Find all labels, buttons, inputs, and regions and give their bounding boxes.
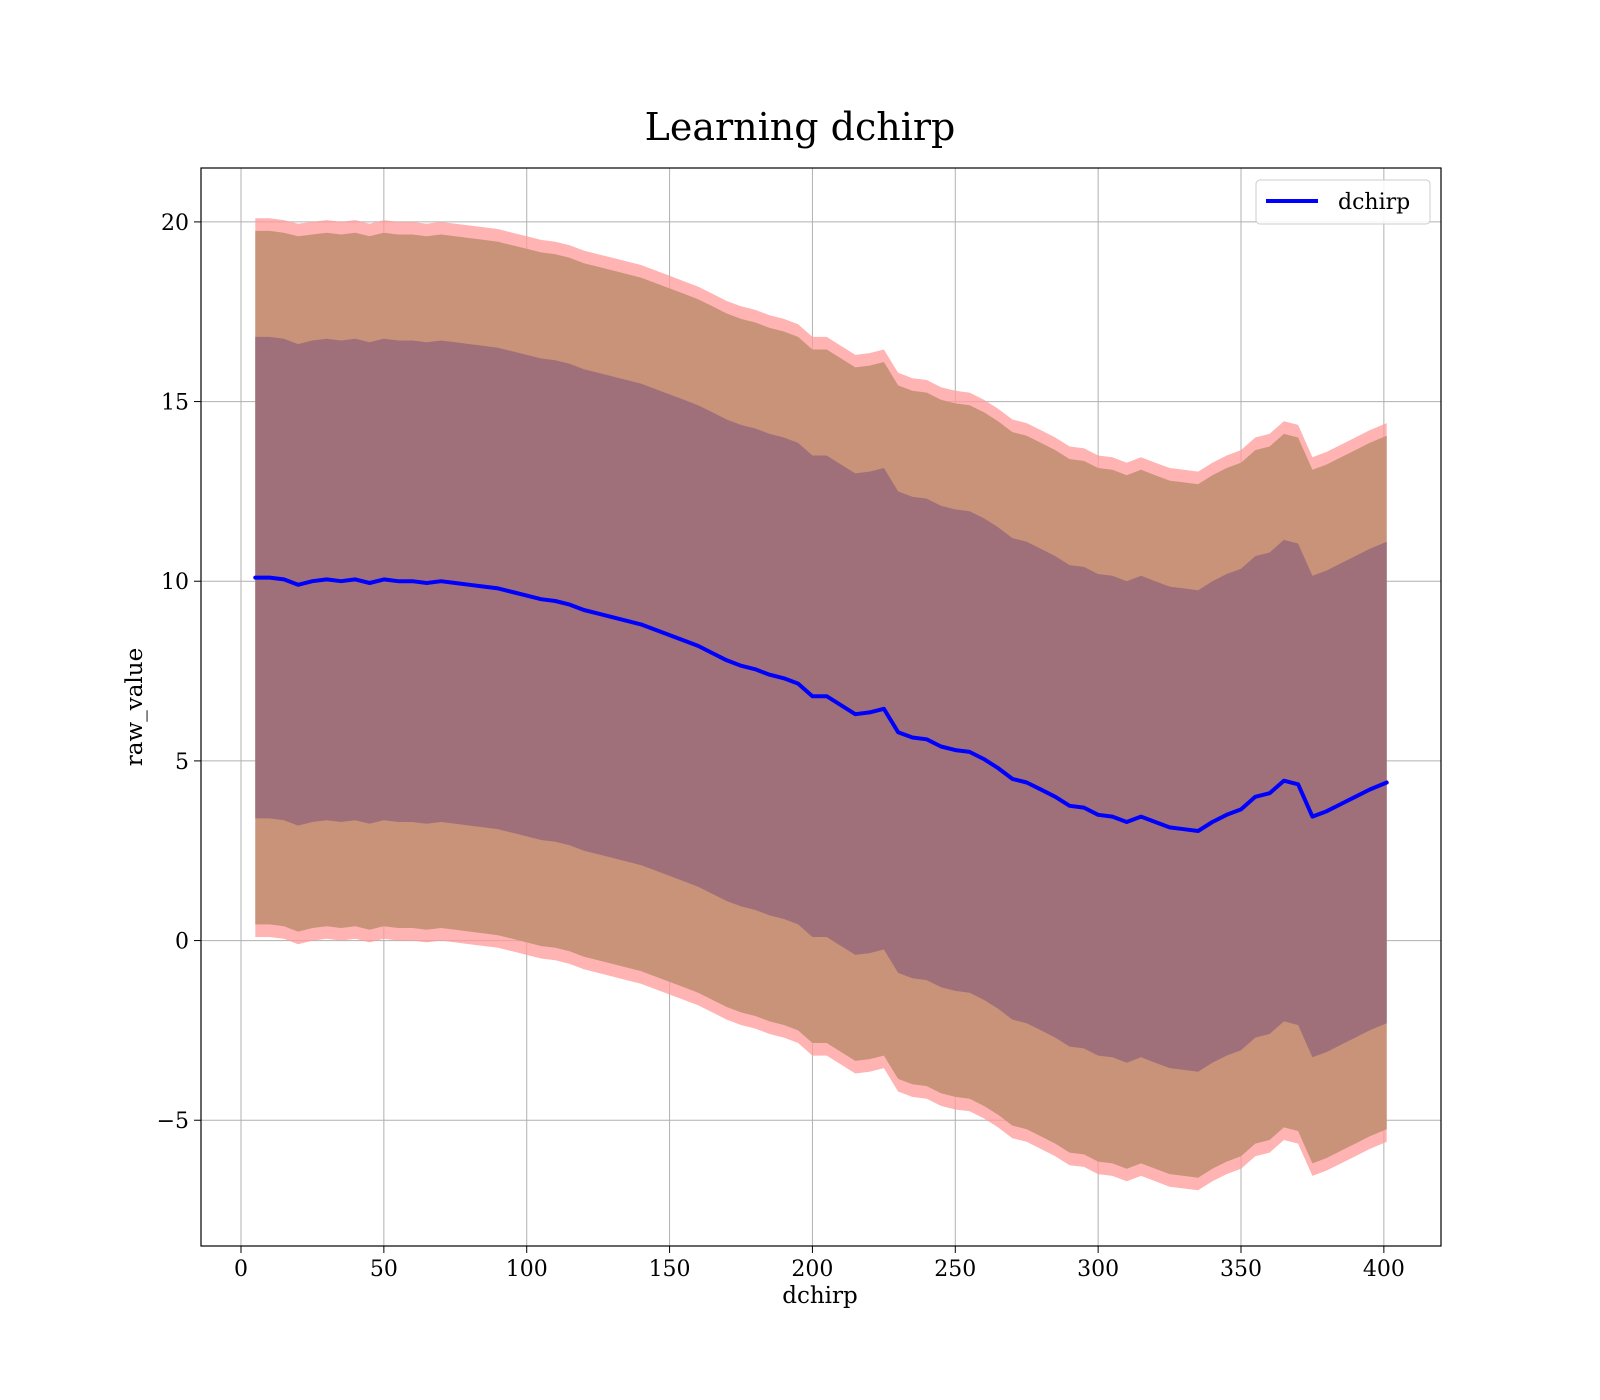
x-tick-label: 50 [370, 1257, 398, 1282]
chart-title: Learning dchirp [645, 105, 956, 149]
legend-entry-dchirp: dchirp [1338, 190, 1410, 215]
x-tick-label: 150 [649, 1257, 691, 1282]
y-axis-label: raw_value [122, 648, 148, 766]
y-axis-ticks: −5 0 5 10 15 20 [157, 211, 201, 1134]
legend-box [1255, 179, 1431, 225]
x-tick-label: 300 [1077, 1257, 1119, 1282]
x-tick-label: 400 [1363, 1257, 1405, 1282]
x-tick-label: 200 [791, 1257, 833, 1282]
y-tick-label: 5 [175, 750, 189, 775]
x-axis-label: dchirp [782, 1283, 858, 1309]
y-tick-label: 20 [161, 211, 189, 236]
x-tick-label: 350 [1220, 1257, 1262, 1282]
y-tick-label: 15 [161, 391, 189, 416]
x-tick-label: 100 [506, 1257, 548, 1282]
y-tick-label: 0 [175, 930, 189, 955]
series-line-dchirp [253, 575, 1389, 833]
confidence-bands [255, 218, 1387, 1191]
x-axis-ticks: 0 50 100 150 200 250 300 350 400 [234, 1246, 1405, 1282]
plot-frame [200, 167, 1442, 1247]
legend: dchirp [1255, 179, 1431, 225]
x-tick-label: 0 [234, 1257, 248, 1282]
x-tick-label: 250 [934, 1257, 976, 1282]
inner-band [255, 336, 1387, 1072]
y-tick-label: 10 [161, 570, 189, 595]
y-tick-label: −5 [157, 1109, 189, 1134]
series-lines [253, 575, 1389, 833]
